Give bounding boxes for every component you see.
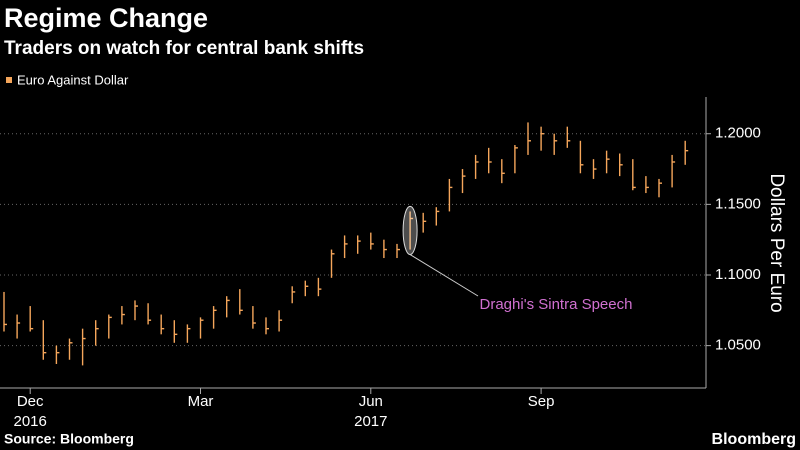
brand: Bloomberg [712,431,796,448]
x-tick-label: Jun [359,393,383,410]
x-year-label: 2016 [14,413,47,430]
annotation-label: Draghi's Sintra Speech [480,296,633,313]
x-tick-label: Mar [188,393,214,410]
x-tick-label: Sep [528,393,555,410]
source: Source: Bloomberg [4,431,134,447]
y-tick-label: 1.0500 [715,337,761,354]
legend-swatch [6,77,12,83]
y-tick-label: 1.1000 [715,266,761,283]
y-tick-label: 1.2000 [715,125,761,142]
annotation-ellipse [402,205,418,256]
chart-title: Regime Change [4,3,208,33]
chart-subtitle: Traders on watch for central bank shifts [4,38,364,59]
y-axis-label: Dollars Per Euro [766,173,787,312]
x-tick-label: Dec [17,393,44,410]
annotation-connector [409,254,479,297]
x-year-label: 2017 [354,413,387,430]
legend-label: Euro Against Dollar [17,72,129,87]
y-tick-label: 1.1500 [715,195,761,212]
